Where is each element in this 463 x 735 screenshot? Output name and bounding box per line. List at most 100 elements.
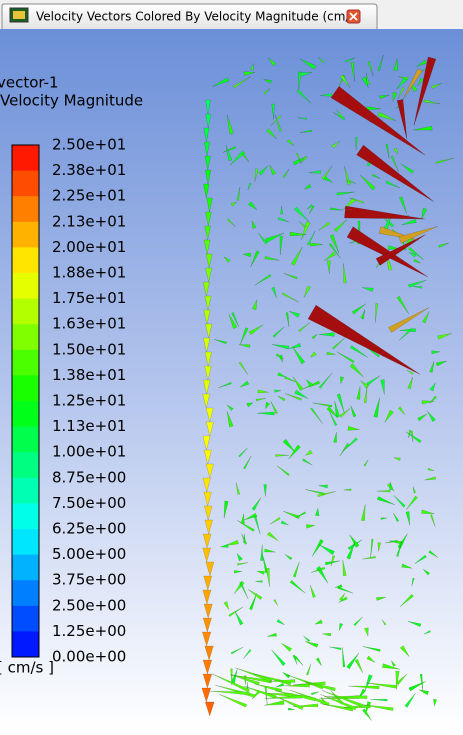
vector: [350, 61, 355, 82]
vector: [385, 180, 400, 189]
vector: [223, 601, 230, 610]
vector: [282, 168, 290, 178]
vector: [336, 191, 355, 196]
vector: [317, 491, 336, 498]
vector: [407, 376, 413, 389]
vector: [315, 657, 322, 667]
colorbar-label: 2.50e+00: [52, 596, 126, 614]
vector: [263, 484, 267, 497]
vector: [314, 507, 320, 516]
vector: [311, 539, 324, 557]
vector: [230, 201, 238, 207]
vector: [297, 117, 308, 120]
vector: [354, 658, 364, 674]
vector: [273, 599, 278, 606]
vector: [344, 165, 351, 186]
vector: [262, 554, 269, 574]
vector: [231, 312, 239, 327]
vector: [239, 581, 249, 600]
vector: [224, 539, 239, 546]
vector: [205, 561, 215, 577]
legend-quantity: Velocity Magnitude: [0, 92, 143, 110]
colorbar-label: 1.63e+01: [52, 315, 126, 333]
vector: [243, 71, 255, 76]
vector: [370, 538, 374, 559]
vector: [243, 455, 252, 470]
tab[interactable]: [1, 3, 378, 29]
colorbar-label: 2.50e+01: [52, 136, 126, 154]
vector: [223, 500, 229, 519]
vector: [333, 432, 337, 443]
vector: [334, 401, 340, 418]
vector: [389, 482, 394, 491]
vector: [397, 406, 405, 415]
vector: [306, 379, 314, 388]
vector: [296, 89, 312, 104]
vector: [320, 93, 332, 97]
vector: [222, 146, 237, 153]
vector: [286, 139, 295, 147]
vector: [203, 575, 213, 591]
colorbar-band: [12, 401, 39, 428]
vector: [411, 577, 415, 587]
vector: [204, 365, 212, 381]
vector: [406, 495, 418, 510]
vector: [280, 205, 284, 215]
vector: [429, 382, 436, 392]
colorbar-band: [12, 529, 39, 556]
vector: [405, 431, 422, 444]
vector: [324, 695, 368, 699]
vector: [330, 85, 426, 156]
vector: [246, 402, 254, 408]
vector: [206, 421, 214, 437]
vector: [362, 708, 372, 721]
vector: [382, 663, 401, 670]
vector: [243, 685, 277, 699]
vector: [205, 253, 213, 269]
vector: [201, 687, 212, 703]
colorbar-band: [12, 554, 39, 581]
vector: [356, 386, 361, 400]
vector: [361, 704, 394, 711]
vector: [282, 510, 301, 520]
vector: [298, 221, 306, 228]
vector: [340, 376, 345, 384]
vector: [413, 56, 437, 126]
vector: [204, 141, 210, 157]
vector: [202, 281, 210, 297]
vector: [219, 694, 248, 708]
vector: [435, 360, 447, 367]
vector: [256, 570, 265, 575]
vector: [349, 534, 360, 548]
vector: [252, 299, 258, 310]
vector: [202, 547, 211, 563]
vector: [304, 183, 312, 190]
vector: [271, 649, 286, 667]
vector: [372, 173, 381, 179]
vector: [289, 231, 307, 237]
vector: [359, 174, 376, 191]
vector: [254, 168, 259, 182]
vector: [398, 226, 438, 244]
vector: [361, 76, 369, 88]
vector: [366, 682, 398, 689]
vector: [272, 326, 285, 338]
vector: [398, 328, 413, 341]
vector: [360, 380, 370, 389]
vector: [367, 61, 374, 77]
colorbar-band: [12, 298, 39, 325]
vector: [274, 389, 281, 393]
colorbar-labels: 2.50e+01 2.38e+01 2.25e+01 2.13e+01 2.00e+01…: [52, 136, 126, 666]
vector: [204, 701, 215, 717]
vector: [332, 337, 346, 350]
vector: [240, 327, 249, 345]
vector: [396, 541, 403, 557]
vector: [202, 673, 213, 689]
vector: [363, 386, 368, 404]
vector: [330, 555, 336, 567]
vector: [241, 533, 248, 545]
vector: [309, 584, 316, 598]
vector: [397, 533, 408, 549]
vector: [240, 513, 245, 524]
colorbar-band: [12, 503, 39, 530]
